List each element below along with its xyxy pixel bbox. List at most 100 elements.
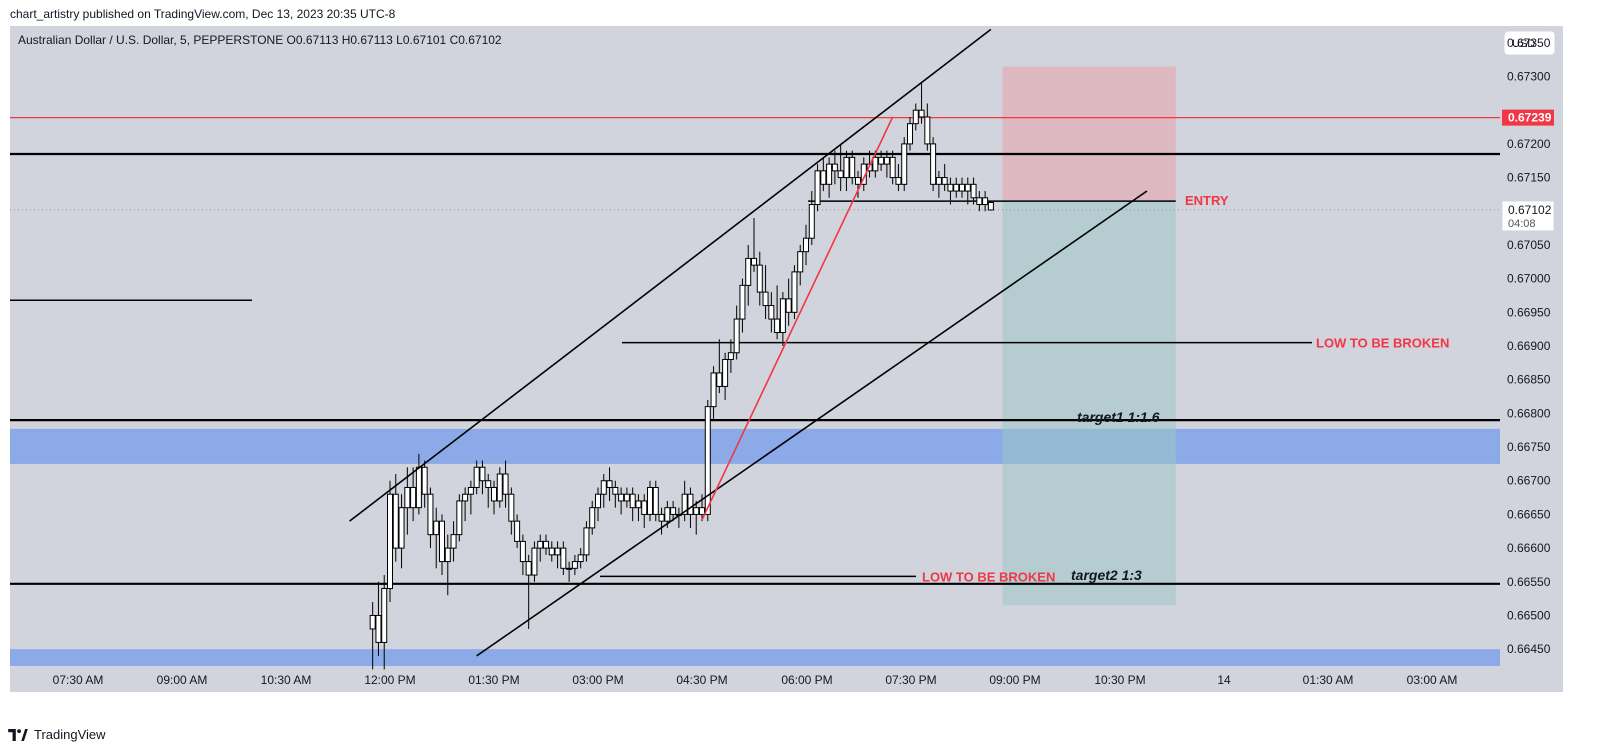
candle-body [768,305,775,320]
candle [583,521,590,562]
candle-body [421,466,428,495]
candle [837,143,844,192]
candle [935,170,942,198]
candle-body [595,493,601,509]
footer: TradingView [8,727,106,742]
candle [895,164,902,192]
candle-body [652,486,659,515]
candle-body [820,170,827,185]
currency-button-label[interactable]: USD [1512,38,1535,50]
candle-body [751,257,757,266]
x-tick-label: 07:30 PM [885,673,936,687]
candle-body [953,183,960,192]
symbol-info: Australian Dollar / U.S. Dollar, 5, PEPP… [18,33,502,47]
candle [444,534,451,596]
plot-area[interactable] [10,26,1500,666]
candle-body [872,156,879,172]
candle-body [849,156,856,179]
price-axis[interactable] [1500,26,1563,666]
channel-lower-line[interactable] [476,190,1148,657]
red-trendline[interactable] [701,116,894,521]
candle [681,480,688,522]
y-tick-label: 0.66650 [1507,507,1551,521]
candle [519,534,526,576]
candle [381,575,388,670]
candle-body [982,197,989,206]
candle [947,177,954,205]
candle [779,292,786,346]
entry-label: ENTRY [1185,193,1229,208]
candle [739,278,746,333]
candle-body [739,284,746,320]
candle [745,244,752,306]
currency-button[interactable]: USD [1503,30,1556,56]
candle-body [369,614,376,630]
y-tick-label: 0.67200 [1507,137,1551,151]
candle [410,467,417,522]
candle [652,480,659,522]
candle-body [589,507,596,529]
candle [577,548,584,569]
candle-body [970,183,977,199]
candle [502,460,509,508]
candle [439,514,445,576]
x-tick-label: 07:30 AM [53,673,104,687]
x-tick-label: 10:30 PM [1094,673,1145,687]
x-tick-label: 12:00 PM [364,673,415,687]
y-tick-label: 0.66450 [1507,642,1551,656]
candle [369,602,376,670]
candle-body [473,466,480,488]
candle-body [456,500,463,536]
candle [849,150,856,185]
y-tick-label: 0.66500 [1507,608,1551,622]
x-tick-label: 03:00 PM [572,673,623,687]
channel-upper-line[interactable] [349,28,992,522]
candle [560,541,567,576]
candle-body [941,177,948,185]
candle-body [508,493,515,522]
candle-body [381,588,388,643]
candle [450,521,457,562]
time-axis[interactable] [10,666,1563,692]
take-profit-zone[interactable] [1002,201,1176,606]
candle-body [733,318,740,354]
candle [693,500,700,535]
candle-body [693,507,700,515]
candle [467,480,474,515]
candle [479,460,486,495]
candle [612,480,619,508]
candle [883,150,890,178]
y-tick-label: 0.67050 [1507,238,1551,252]
candle [930,137,937,192]
candle-body [664,507,671,522]
candle-body [947,183,954,192]
low-to-be-broken-label-1: LOW TO BE BROKEN [1316,336,1449,351]
candle-body [491,486,497,502]
candle [433,507,440,569]
candle-body [467,486,474,495]
candle-body [727,352,734,360]
currency-button-bg[interactable] [1503,30,1556,56]
stop-loss-zone[interactable] [1002,66,1176,202]
x-tick-label: 04:30 PM [676,673,727,687]
candle [901,137,908,192]
candle-body [543,540,549,549]
candle-body [797,251,804,273]
y-tick-label: 0.66850 [1507,373,1551,387]
y-tick-label: 0.66900 [1507,339,1551,353]
candle-body [560,547,567,569]
y-tick-label: 0.66750 [1507,440,1551,454]
candle-body [907,123,913,145]
candle-body [410,486,417,509]
y-tick-label: 0.66800 [1507,406,1551,420]
tradingview-brand: TradingView [34,727,106,742]
candle [629,487,636,522]
publish-info: chart_artistry published on TradingView.… [10,7,396,21]
y-tick-label: 0.67300 [1507,70,1551,84]
candle [710,366,717,421]
candle [392,474,399,562]
candle [924,103,931,151]
candle [514,514,521,549]
candle-body [912,109,919,125]
